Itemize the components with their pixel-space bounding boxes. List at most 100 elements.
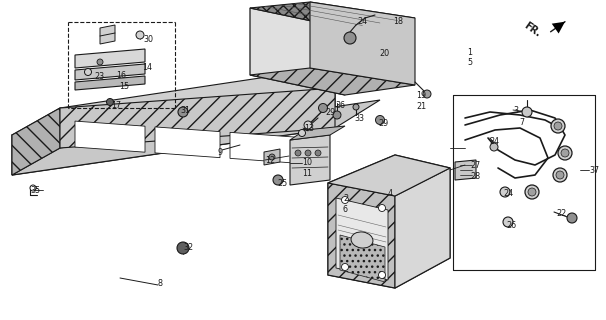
Circle shape xyxy=(84,68,92,76)
Circle shape xyxy=(528,188,536,196)
Polygon shape xyxy=(264,149,280,165)
Text: 15: 15 xyxy=(119,82,129,91)
Circle shape xyxy=(376,116,384,124)
Polygon shape xyxy=(75,121,145,152)
Text: 7: 7 xyxy=(519,117,524,126)
Circle shape xyxy=(551,119,565,133)
Polygon shape xyxy=(455,160,476,180)
Polygon shape xyxy=(155,127,220,158)
Text: 27: 27 xyxy=(470,161,480,170)
Text: 28: 28 xyxy=(470,172,480,180)
Circle shape xyxy=(561,149,569,157)
Text: 33: 33 xyxy=(354,114,364,123)
Circle shape xyxy=(30,185,36,191)
Polygon shape xyxy=(250,2,415,28)
Circle shape xyxy=(500,187,510,197)
Polygon shape xyxy=(328,183,395,288)
Circle shape xyxy=(567,213,577,223)
Text: 22: 22 xyxy=(556,209,566,218)
Circle shape xyxy=(304,121,312,129)
Polygon shape xyxy=(100,25,115,44)
Polygon shape xyxy=(75,76,145,90)
Circle shape xyxy=(379,271,385,278)
Text: 17: 17 xyxy=(111,100,121,109)
Circle shape xyxy=(178,107,188,117)
Polygon shape xyxy=(310,2,415,85)
Text: 6: 6 xyxy=(343,204,348,213)
Circle shape xyxy=(269,154,275,160)
Text: 20: 20 xyxy=(379,49,389,58)
Text: 14: 14 xyxy=(142,62,152,71)
Polygon shape xyxy=(230,132,295,163)
Polygon shape xyxy=(328,155,450,196)
Polygon shape xyxy=(12,60,380,135)
Text: 29: 29 xyxy=(378,118,388,127)
Polygon shape xyxy=(75,49,145,68)
Text: 25: 25 xyxy=(277,179,287,188)
Circle shape xyxy=(503,217,513,227)
Circle shape xyxy=(558,146,572,160)
Polygon shape xyxy=(12,108,60,175)
Polygon shape xyxy=(395,168,450,288)
Polygon shape xyxy=(12,88,335,175)
Text: 3: 3 xyxy=(513,106,518,115)
Ellipse shape xyxy=(351,232,373,248)
Circle shape xyxy=(553,168,567,182)
Text: 2: 2 xyxy=(343,194,348,203)
Text: 29: 29 xyxy=(325,108,335,116)
Circle shape xyxy=(525,185,539,199)
Text: 13: 13 xyxy=(304,124,314,132)
Text: 30: 30 xyxy=(143,35,153,44)
Circle shape xyxy=(490,143,498,151)
Polygon shape xyxy=(75,64,145,80)
Circle shape xyxy=(305,150,311,156)
Circle shape xyxy=(319,103,327,113)
Text: 8: 8 xyxy=(157,278,162,287)
Text: 1: 1 xyxy=(467,47,472,57)
Circle shape xyxy=(554,122,562,130)
Circle shape xyxy=(333,111,341,119)
Circle shape xyxy=(342,196,348,204)
Circle shape xyxy=(136,31,144,39)
Text: 11: 11 xyxy=(302,169,312,178)
Circle shape xyxy=(177,242,189,254)
Circle shape xyxy=(295,150,301,156)
Text: 26: 26 xyxy=(506,220,516,229)
Polygon shape xyxy=(12,100,380,175)
Text: 24: 24 xyxy=(503,188,513,197)
Circle shape xyxy=(315,150,321,156)
Text: FR.: FR. xyxy=(522,21,542,39)
Circle shape xyxy=(299,130,305,137)
Text: 19: 19 xyxy=(416,91,426,100)
Circle shape xyxy=(379,204,385,212)
Circle shape xyxy=(556,171,564,179)
Text: 4: 4 xyxy=(388,188,393,197)
Circle shape xyxy=(353,104,359,110)
Text: 24: 24 xyxy=(357,17,367,26)
Text: 34: 34 xyxy=(489,137,499,146)
Text: 23: 23 xyxy=(94,71,104,81)
Polygon shape xyxy=(340,235,385,282)
Circle shape xyxy=(273,175,283,185)
Text: 32: 32 xyxy=(183,243,193,252)
Text: 31: 31 xyxy=(180,106,190,115)
Text: 18: 18 xyxy=(393,17,403,26)
Text: 5: 5 xyxy=(467,58,472,67)
Text: 21: 21 xyxy=(416,101,426,110)
Text: 12: 12 xyxy=(265,156,275,164)
Text: 9: 9 xyxy=(218,148,223,156)
Polygon shape xyxy=(290,126,345,140)
Polygon shape xyxy=(328,155,450,288)
Polygon shape xyxy=(551,22,565,34)
Polygon shape xyxy=(336,198,388,280)
Polygon shape xyxy=(250,68,415,95)
Text: 16: 16 xyxy=(116,70,126,79)
Circle shape xyxy=(97,59,103,65)
Text: 37: 37 xyxy=(589,165,599,174)
Circle shape xyxy=(522,107,532,117)
Polygon shape xyxy=(250,8,345,95)
Circle shape xyxy=(107,99,113,106)
Polygon shape xyxy=(290,135,330,185)
Circle shape xyxy=(423,90,431,98)
Circle shape xyxy=(344,32,356,44)
